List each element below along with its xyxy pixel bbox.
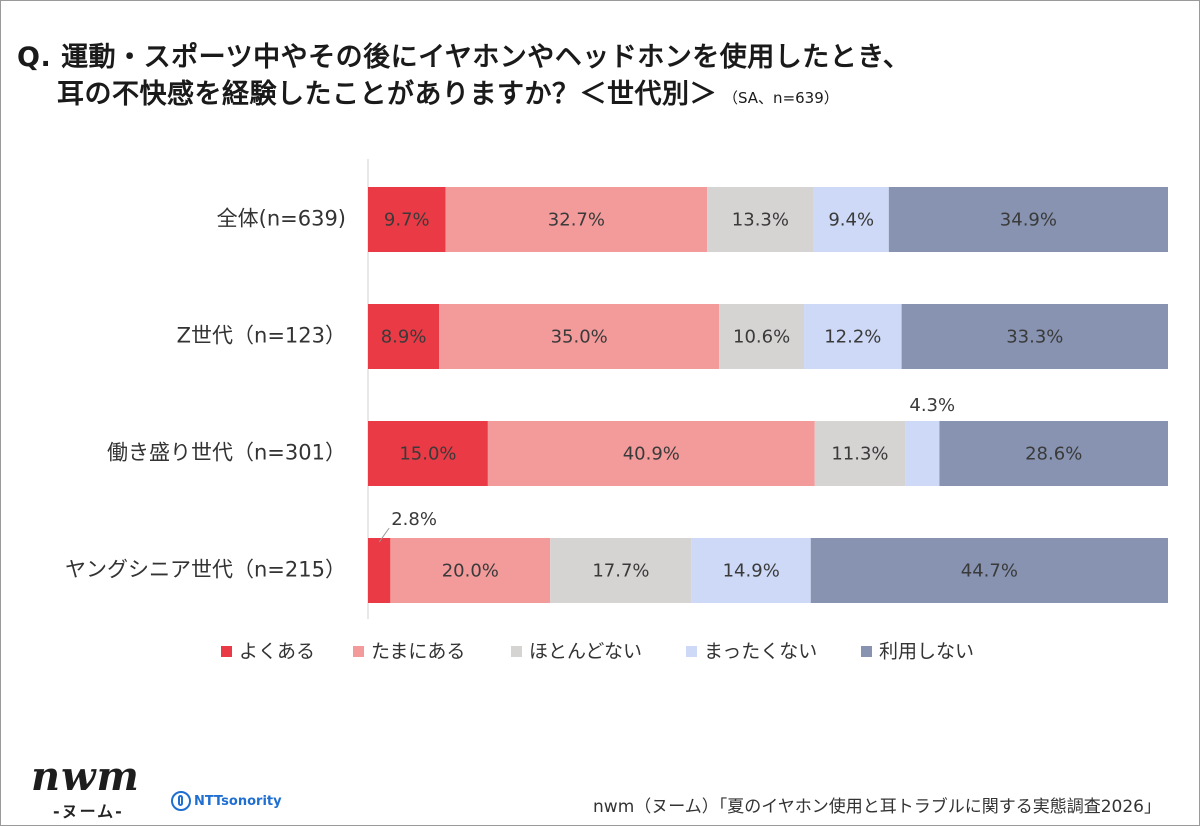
category-label: Z世代（n=123） [177,324,346,348]
bar-segment [368,187,446,252]
legend-label: ほとんどない [529,641,642,663]
bar-value-label: 32.7% [548,210,605,231]
category-label: 働き盛り世代（n=301） [107,441,346,465]
bar-value-label: 28.6% [1025,444,1082,465]
bar-segment [813,187,889,252]
category-label: 全体(n=639) [217,207,346,231]
chart-title-sample-note: （SA、n=639） [723,89,839,107]
leader-line [378,527,390,543]
legend-swatch [686,646,697,657]
bar-segment [368,304,440,369]
bar-segment [901,304,1168,369]
bar-segment [939,421,1168,486]
bar-value-label: 2.8% [391,509,437,530]
bar-value-label: 44.7% [961,561,1018,582]
chart-title-line2-text: 耳の不快感を経験したことがありますか？＜世代別＞ [57,79,717,110]
ntt-sonority-logo: NTTsonority [171,791,282,811]
legend-label: 利用しない [879,641,974,663]
legend-label: よくある [239,641,315,663]
bar-segment [390,538,551,603]
bar-segment [804,304,902,369]
bar-segment [719,304,804,369]
bar-value-label: 9.4% [828,210,874,231]
bar-segment [550,538,692,603]
bar-value-label: 14.9% [723,561,780,582]
bar-value-label: 17.7% [592,561,649,582]
bar-value-label: 15.0% [399,444,456,465]
bar-segment [888,187,1168,252]
legend-swatch [511,646,522,657]
bar-value-label: 40.9% [623,444,680,465]
chart-title-line1: Q. 運動・スポーツ中やその後にイヤホンやヘッドホンを使用したとき、 [17,42,911,73]
bar-segment [814,421,906,486]
nwm-logo-kana: -ヌーム- [53,802,124,821]
stacked-bar-chart: 全体(n=639) 9.7% 32.7% 13.3% 9.4% 34.9% Z世代（n=12… [65,159,1168,663]
ntt-sonority-text: NTTsonority [194,793,282,809]
bar-value-label: 11.3% [831,444,888,465]
bar-value-label: 8.9% [381,327,427,348]
bar-value-label: 9.7% [384,210,430,231]
category-label: ヤングシニア世代（n=215） [65,558,346,582]
source-footer: nwm（ヌーム）「夏のイヤホン使用と耳トラブルに関する実態調査2026」 [593,797,1161,817]
bar-value-label: 35.0% [551,327,608,348]
legend-label: まったくない [704,641,817,663]
bar-value-label: 12.2% [824,327,881,348]
bar-segment [691,538,811,603]
bar-segment [487,421,815,486]
legend-swatch [221,646,232,657]
nwm-logo: nwm [31,753,140,800]
bar-segment [905,421,940,486]
bar-segment [439,304,720,369]
bar-segment [445,187,708,252]
bar-value-label: 4.3% [909,395,955,416]
bar-value-label: 33.3% [1006,327,1063,348]
bar-segment [368,421,488,486]
legend-swatch [353,646,364,657]
bar-segment [368,538,391,603]
chart-title-line2: 耳の不快感を経験したことがありますか？＜世代別＞ （SA、n=639） [57,72,839,111]
bar-value-label: 34.9% [1000,210,1057,231]
bar-value-label: 20.0% [442,561,499,582]
legend-swatch [861,646,872,657]
bar-value-label: 10.6% [733,327,790,348]
bar-value-label: 13.3% [732,210,789,231]
bar-segment [707,187,814,252]
legend-label: たまにある [371,641,465,663]
bar-segment [810,538,1168,603]
ntt-sonority-icon [171,791,191,811]
